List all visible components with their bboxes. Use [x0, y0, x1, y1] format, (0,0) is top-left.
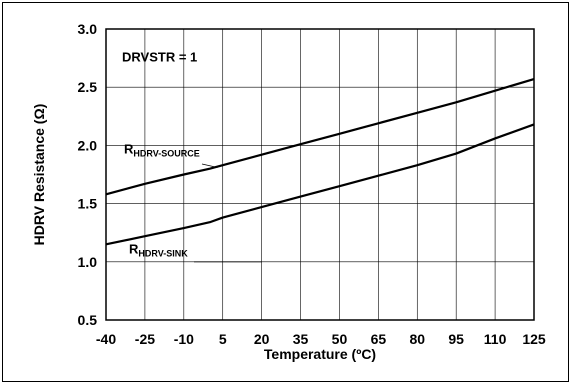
- x-tick-label: -40: [96, 331, 116, 347]
- x-tick-label: 35: [293, 331, 309, 347]
- drvstr-annotation: DRVSTR = 1: [122, 50, 197, 65]
- tick-labels: -40 -25 -10 5 20 35 50 65 80 95 110 125 0.5 1.0 1.5 2.0…: [78, 21, 546, 347]
- x-tick-label: 50: [332, 331, 348, 347]
- y-axis-label: HDRV Resistance (Ω): [31, 104, 47, 246]
- sink-label-sub: HDRV-SINK: [138, 249, 188, 259]
- x-tick-label: 125: [522, 331, 546, 347]
- source-series-label: RHDRV-SOURCE: [124, 142, 200, 159]
- x-tick-label: -10: [174, 331, 194, 347]
- y-tick-label: 0.5: [78, 312, 98, 328]
- sink-label-main: R: [129, 242, 139, 257]
- x-tick-label: 110: [484, 331, 507, 347]
- y-tick-label: 2.0: [78, 137, 98, 153]
- chart-frame: [2, 2, 569, 382]
- y-tick-label: 1.5: [78, 196, 98, 212]
- x-tick-label: 65: [371, 331, 387, 347]
- x-tick-label: 95: [448, 331, 464, 347]
- sink-series-label: RHDRV-SINK: [129, 242, 188, 259]
- plot-area: [105, 28, 535, 321]
- sink-series-line: [105, 123, 535, 246]
- x-axis-label: Temperature (ºC): [264, 346, 376, 362]
- source-label-sub: HDRV-SOURCE: [133, 149, 199, 159]
- y-tick-label: 2.5: [78, 79, 98, 95]
- grid: [105, 28, 535, 321]
- source-label-main: R: [124, 142, 134, 157]
- series-group: [105, 77, 535, 246]
- x-tick-label: 80: [409, 331, 425, 347]
- y-tick-label: 1.0: [78, 254, 98, 270]
- source-series-line: [105, 77, 535, 196]
- y-tick-label: 3.0: [78, 21, 98, 37]
- x-tick-label: 5: [219, 331, 227, 347]
- x-tick-label: -25: [135, 331, 155, 347]
- x-tick-label: 20: [254, 331, 270, 347]
- source-label-leader: [201, 163, 218, 168]
